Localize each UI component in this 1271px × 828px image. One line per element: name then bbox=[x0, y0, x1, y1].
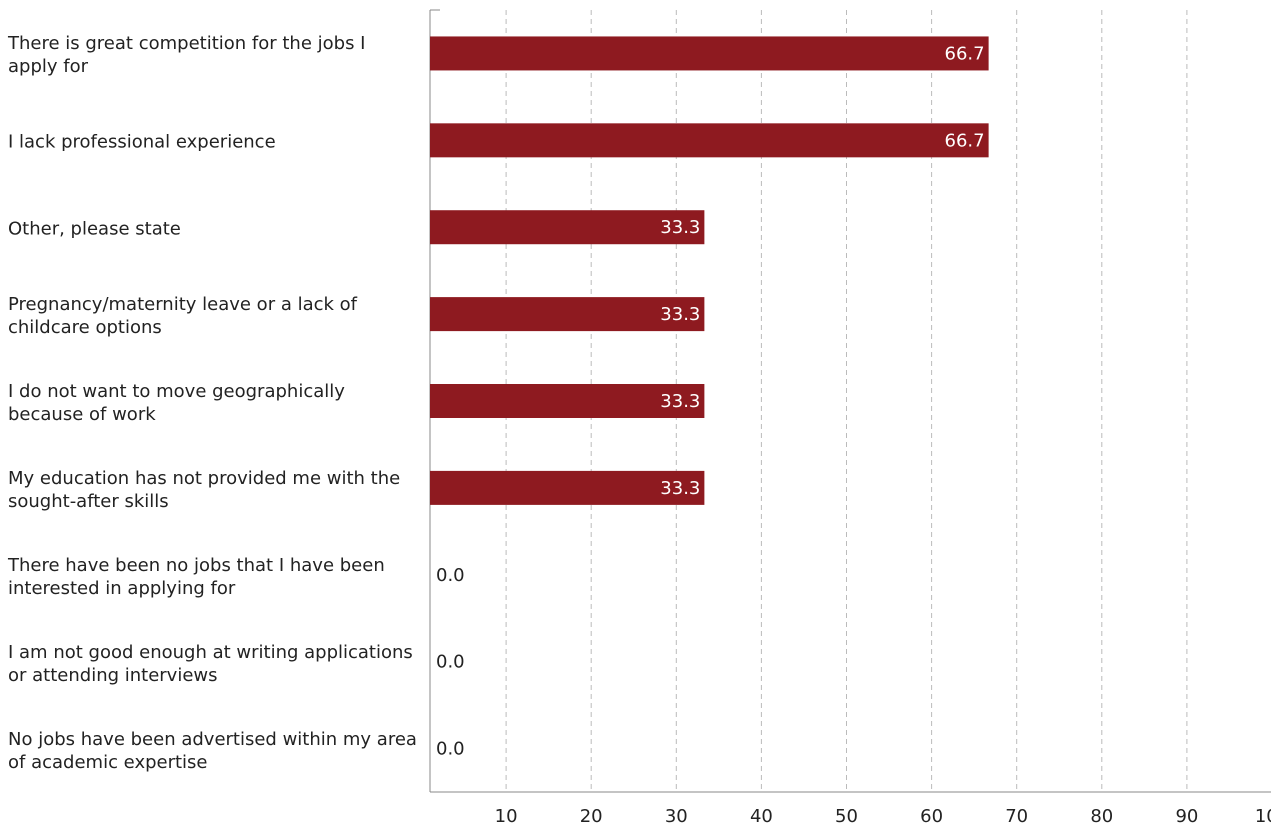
x-tick-label: 20 bbox=[580, 806, 603, 827]
x-tick-label: 70 bbox=[1005, 806, 1028, 827]
bar bbox=[430, 210, 705, 245]
x-tick-label: 100 bbox=[1255, 806, 1271, 827]
category-label: I am not good enough at writing applicat… bbox=[8, 641, 413, 686]
data-label: 33.3 bbox=[660, 391, 700, 412]
x-tick-label: 40 bbox=[750, 806, 773, 827]
x-tick-label: 90 bbox=[1175, 806, 1198, 827]
x-tick-label: 80 bbox=[1090, 806, 1113, 827]
x-tick-label: 10 bbox=[495, 806, 518, 827]
category-label: There is great competition for the jobs … bbox=[8, 33, 366, 78]
data-label: 33.3 bbox=[660, 217, 700, 238]
data-label: 66.7 bbox=[945, 130, 985, 151]
category-label: Pregnancy/maternity leave or a lack of c… bbox=[8, 294, 357, 339]
bar bbox=[430, 384, 705, 418]
category-label: My education has not provided me with th… bbox=[8, 467, 401, 512]
bar bbox=[430, 297, 705, 332]
data-label: 33.3 bbox=[660, 478, 700, 499]
x-tick-label: 60 bbox=[920, 806, 943, 827]
bar bbox=[430, 36, 989, 71]
data-label: 0.0 bbox=[436, 652, 465, 673]
bar bbox=[430, 123, 989, 158]
x-tick-label: 50 bbox=[835, 806, 858, 827]
data-label: 0.0 bbox=[436, 739, 465, 760]
data-label: 66.7 bbox=[945, 43, 985, 64]
category-label: Other, please state bbox=[8, 218, 181, 240]
x-tick-label: 30 bbox=[665, 806, 688, 827]
category-label: No jobs have been advertised within my a… bbox=[8, 728, 417, 773]
data-label: 0.0 bbox=[436, 565, 465, 586]
category-label: I do not want to move geographically bec… bbox=[8, 381, 345, 425]
category-label: There have been no jobs that I have been… bbox=[8, 554, 385, 599]
bar bbox=[430, 470, 705, 505]
data-label: 33.3 bbox=[660, 304, 700, 325]
category-label: I lack professional experience bbox=[8, 131, 276, 153]
